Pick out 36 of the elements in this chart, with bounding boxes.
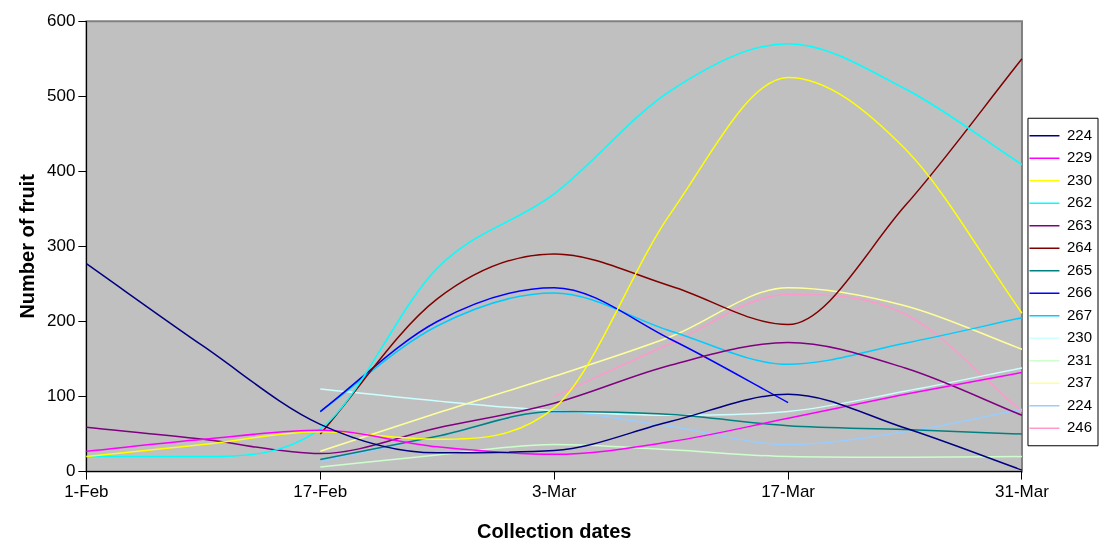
legend-label: 263 <box>1066 215 1092 233</box>
y-tick-label: 200 <box>46 311 76 331</box>
line-series <box>319 286 789 413</box>
y-tick-label: 500 <box>46 85 76 105</box>
line-series <box>319 286 1023 453</box>
legend-label: 230 <box>1066 328 1092 346</box>
line-series <box>319 367 1023 417</box>
legend-label: 237 <box>1066 373 1092 391</box>
y-tick-label: 0 <box>65 461 76 481</box>
x-tick-label: 3-Mar <box>531 482 577 502</box>
legend-label: 266 <box>1066 283 1092 301</box>
x-tick-label: 31-Mar <box>995 482 1050 502</box>
y-axis-title: Number of fruit <box>15 173 38 319</box>
x-tick-label: 17-Feb <box>293 482 348 502</box>
y-tick-label: 600 <box>46 10 76 30</box>
legend-label: 229 <box>1066 148 1092 166</box>
line-series <box>319 57 1023 435</box>
legend-label: 231 <box>1066 350 1092 368</box>
x-tick-label: 17-Mar <box>761 482 816 502</box>
line-series <box>85 341 1023 455</box>
legend-label: 224 <box>1066 125 1092 143</box>
legend-label: 264 <box>1066 238 1092 256</box>
line-series <box>553 293 1023 413</box>
x-axis-title: Collection dates <box>476 519 632 542</box>
legend-label: 267 <box>1066 305 1092 323</box>
legend-label: 246 <box>1066 418 1092 436</box>
y-tick-label: 400 <box>46 161 76 181</box>
legend-label: 265 <box>1066 260 1092 278</box>
line-series <box>85 371 1023 456</box>
x-tick-label: 1-Feb <box>64 482 109 502</box>
y-tick-label: 300 <box>46 236 76 256</box>
legend-label: 230 <box>1066 170 1092 188</box>
line-series <box>319 443 1023 468</box>
legend-label: 224 <box>1066 395 1092 413</box>
legend-label: 262 <box>1066 193 1092 211</box>
y-tick-label: 100 <box>46 386 76 406</box>
